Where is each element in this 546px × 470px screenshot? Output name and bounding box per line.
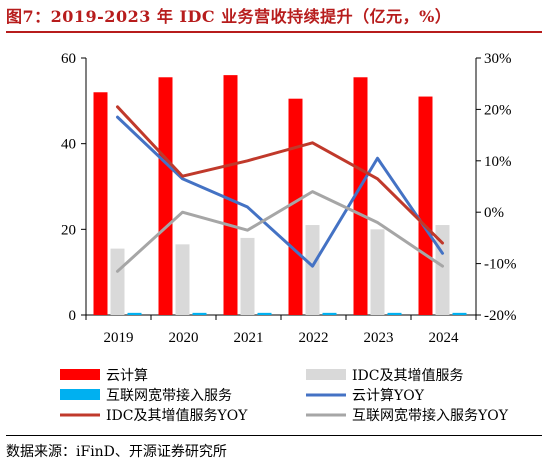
series-line [116, 115, 444, 268]
chart-title: 图7：2019-2023 年 IDC 业务营收持续提升（亿元，%） [6, 7, 452, 26]
legend-label: IDC及其增值服务YOY [106, 408, 248, 424]
title-rule [6, 31, 542, 33]
bar [127, 312, 142, 315]
legend-swatch [60, 369, 100, 380]
legend-label: 云计算 [106, 368, 148, 384]
x-tick-label: 2021 [234, 330, 264, 346]
right-tick-label: 0% [484, 205, 504, 221]
right-tick-label: 10% [484, 154, 512, 170]
bar [370, 229, 385, 315]
ticks: 0 20 40 60 -20% -10% 0% 10% 20% 30% 2019 2020 2021 20… [61, 51, 517, 346]
x-tick-label: 2020 [169, 330, 199, 346]
bar [418, 96, 433, 315]
x-tick-label: 2019 [104, 330, 134, 346]
series-line [116, 105, 444, 245]
bar [93, 92, 108, 316]
lines [116, 105, 444, 273]
left-tick-label: 40 [61, 137, 76, 153]
chart: 0 20 40 60 -20% -10% 0% 10% 20% 30% 2019 2020 2021 20… [60, 51, 517, 424]
right-tick-label: 20% [484, 102, 512, 118]
bar [223, 75, 238, 315]
bar [322, 312, 337, 315]
bar [257, 312, 272, 315]
legend-label: 云计算YOY [352, 388, 425, 404]
axes [81, 57, 481, 320]
legend-label: IDC及其增值服务 [352, 368, 463, 384]
legend-swatch [60, 389, 100, 400]
bar [387, 312, 402, 315]
bar [305, 225, 320, 315]
bar [110, 248, 125, 315]
right-tick-label: -20% [484, 308, 517, 324]
bar [158, 77, 173, 316]
bar [192, 312, 207, 315]
legend-label: 互联网宽带接入服务YOY [352, 407, 509, 424]
bar [175, 244, 190, 315]
footer-rule [6, 435, 542, 436]
legend-swatch [306, 369, 346, 380]
bar [240, 237, 255, 315]
source-note: 数据来源：iFinD、开源证券研究所 [6, 444, 227, 460]
bar [452, 312, 467, 315]
right-tick-label: -10% [484, 257, 517, 273]
left-tick-label: 60 [61, 51, 76, 67]
left-tick-label: 20 [61, 222, 76, 238]
series-line [116, 190, 444, 273]
left-tick-label: 0 [69, 308, 77, 324]
x-tick-label: 2022 [299, 330, 329, 346]
bar [353, 77, 368, 316]
right-tick-label: 30% [484, 51, 512, 67]
x-tick-label: 2023 [364, 330, 394, 346]
bar [288, 98, 303, 315]
x-tick-label: 2024 [429, 330, 460, 346]
bars [93, 75, 467, 316]
legend-label: 互联网宽带接入服务 [106, 387, 232, 404]
